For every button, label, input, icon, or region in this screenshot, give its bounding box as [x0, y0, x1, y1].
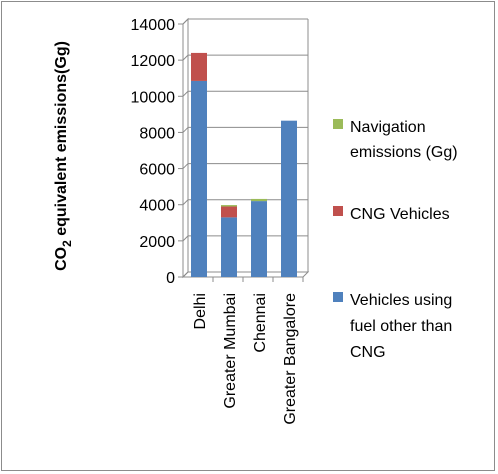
gridline-diag-4000 [182, 199, 189, 206]
gridline-diag-6000 [182, 163, 189, 169]
y-axis-label: CO2 equivalent emissions(Gg) [53, 41, 74, 271]
legend-swatch-2 [333, 292, 343, 302]
y-axis-label-sub: 2 [60, 240, 74, 247]
legend-label: CNG Vehicles [350, 206, 450, 223]
y-tick-label: 2000 [139, 234, 175, 251]
legend-label: Navigation [350, 119, 426, 136]
y-axis-label-rest: equivalent emissions(Gg) [53, 41, 70, 240]
gridline-diag-14000 [182, 18, 189, 25]
x-category-label: Greater Bangalore [282, 293, 299, 425]
x-category-label: Greater Mumbai [222, 293, 239, 409]
legend-swatch-0 [333, 119, 343, 129]
gridline-diag-10000 [182, 90, 189, 97]
y-axis-label-main: CO [53, 247, 70, 271]
y-tick-label: 4000 [139, 198, 175, 215]
legend-label: Vehicles using [350, 292, 452, 309]
legend-label: emissions (Gg) [350, 144, 458, 161]
bar-segment-1-1 [221, 206, 237, 218]
bar-segment-2-2 [251, 198, 267, 202]
bar-segment-1-0 [191, 52, 207, 81]
bar-segment-0-0 [191, 80, 207, 277]
y-tick-label: 12000 [131, 53, 176, 70]
y-tick-label: 14000 [131, 17, 176, 34]
gridline-diag-0 [182, 271, 189, 278]
bar-segment-0-2 [251, 201, 267, 277]
bar-segment-0-1 [221, 217, 237, 277]
legend-swatch-1 [333, 206, 343, 216]
gridline-diag-2000 [182, 235, 189, 242]
gridline-diag-12000 [182, 54, 189, 61]
y-tick-label: 0 [166, 270, 175, 287]
legend-label: CNG [350, 344, 386, 361]
y-tick-label: 10000 [131, 89, 176, 106]
x-category-label: Delhi [192, 293, 209, 329]
y-tick-label: 8000 [139, 125, 175, 142]
x-category-label: Chennai [252, 293, 269, 353]
bar-segment-2-1 [221, 205, 237, 207]
legend-label: fuel other than [350, 318, 452, 335]
bar-segment-0-3 [281, 120, 297, 277]
y-tick-label: 6000 [139, 162, 175, 179]
gridline-diag-8000 [182, 127, 189, 133]
